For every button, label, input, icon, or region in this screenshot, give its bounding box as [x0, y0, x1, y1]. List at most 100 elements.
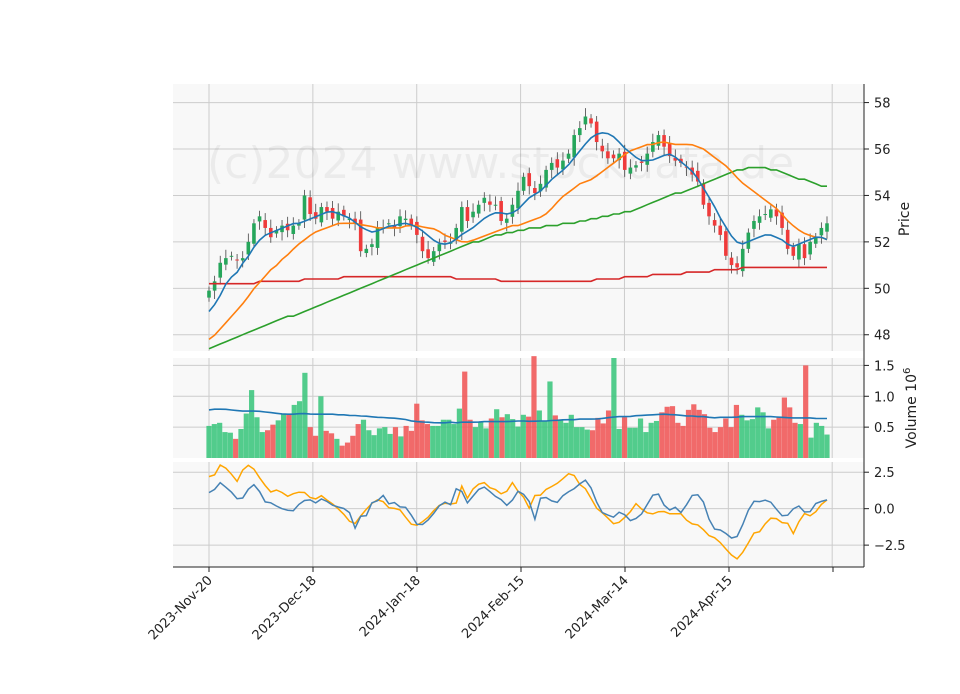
- volume-bar-up: [520, 414, 526, 458]
- candle-up: [656, 135, 661, 146]
- volume-bar-down: [728, 427, 734, 458]
- candle-up: [797, 244, 801, 260]
- volume-bar-down: [600, 423, 606, 458]
- candle-down: [594, 121, 599, 143]
- volume-bar-up: [478, 422, 484, 458]
- candle-up: [757, 216, 762, 223]
- candle-up: [746, 232, 751, 249]
- volume-bar-up: [211, 424, 217, 458]
- sma-fast-line: [208, 131, 828, 313]
- candle-up: [769, 209, 773, 218]
- volume-bar-up: [568, 414, 574, 458]
- volume-bar-up: [637, 418, 644, 458]
- volume-tick-label: 1.0: [874, 390, 895, 405]
- candle-up: [336, 211, 341, 221]
- candle-down: [611, 154, 616, 159]
- candle-down: [600, 145, 605, 152]
- volume-bar-down: [664, 406, 670, 458]
- volume-bar-down: [270, 424, 276, 458]
- volume-bar-down: [595, 417, 601, 458]
- volume-bar-down: [707, 427, 713, 458]
- volume-bar-up: [472, 427, 478, 458]
- candle-up: [740, 248, 745, 272]
- volume-bar-up: [611, 358, 617, 458]
- volume-bar-up: [430, 425, 436, 458]
- candle-up: [819, 227, 824, 236]
- volume-bar-down: [403, 425, 409, 458]
- candle-up: [471, 211, 475, 218]
- candle-down: [358, 219, 363, 252]
- volume-bar-up: [749, 419, 756, 458]
- candle-down: [774, 209, 779, 217]
- volume-bar-up: [547, 381, 553, 458]
- volume-bar-up: [510, 419, 516, 458]
- volume-bar-up: [222, 432, 228, 458]
- volume-bar-up: [515, 426, 521, 458]
- volume-bar-down: [462, 371, 468, 458]
- volume-bar-up: [366, 430, 372, 458]
- candle-down: [606, 151, 610, 159]
- volume-bar-up: [259, 432, 265, 458]
- x-tick-label: 2023-Nov-20: [146, 573, 216, 643]
- candle-up: [521, 176, 526, 191]
- volume-bar-up: [579, 427, 585, 458]
- candle-up: [386, 223, 391, 225]
- volume-bar-down: [717, 427, 724, 458]
- candle-down: [342, 209, 346, 217]
- volume-bar-up: [632, 427, 638, 458]
- x-tick-label: 2024-Jan-18: [357, 573, 424, 640]
- volume-bar-up: [275, 420, 281, 458]
- volume-bar-up: [456, 408, 462, 458]
- candle-up: [763, 214, 767, 216]
- x-tick-label: 2023-Dec-18: [250, 573, 320, 643]
- candle-down: [415, 221, 419, 235]
- candle-down: [712, 220, 717, 226]
- candle-up: [504, 218, 509, 223]
- candle-down: [785, 229, 790, 249]
- volume-ma-line: [208, 408, 827, 424]
- volume-axis-exponent: 6: [902, 368, 913, 374]
- volume-bar-up: [217, 422, 223, 458]
- volume-bar-down: [776, 416, 782, 458]
- price-tick-label: 54: [874, 189, 891, 204]
- volume-bar-up: [376, 428, 383, 458]
- volume-bar-down: [605, 410, 612, 458]
- candle-up: [375, 227, 380, 248]
- oscillator-panel: [173, 462, 864, 567]
- candle-up: [634, 165, 638, 168]
- candle-up: [218, 262, 223, 278]
- candle-down: [488, 201, 492, 205]
- candle-up: [229, 255, 234, 257]
- candle-down: [695, 170, 700, 182]
- sma-mid-line: [208, 141, 828, 341]
- candle-down: [639, 161, 644, 163]
- volume-bar-up: [824, 434, 830, 458]
- volume-bar-down: [344, 442, 351, 458]
- candle-down: [527, 173, 532, 187]
- volume-bar-down: [419, 420, 425, 458]
- volume-bar-down: [350, 435, 356, 458]
- volume-bar-down: [723, 418, 729, 458]
- volume-bar-up: [371, 435, 377, 458]
- volume-bar-up: [760, 412, 766, 458]
- candle-up: [370, 244, 374, 247]
- volume-bar-down: [552, 415, 558, 458]
- candle-down: [718, 225, 723, 235]
- volume-bar-up: [574, 427, 580, 458]
- volume-bar-up: [765, 428, 771, 458]
- candle-up: [347, 218, 352, 221]
- candle-up: [549, 162, 554, 170]
- sma-slow-line: [208, 166, 827, 350]
- volume-bar-down: [312, 435, 319, 458]
- candle-up: [291, 225, 296, 234]
- volume-bar-up: [280, 413, 287, 458]
- candle-down: [465, 207, 470, 221]
- candle-up: [212, 281, 217, 291]
- candle-up: [825, 223, 829, 232]
- volume-bar-up: [643, 432, 649, 458]
- volume-bar-down: [803, 365, 809, 458]
- candle-down: [780, 212, 784, 228]
- candle-up: [578, 128, 582, 136]
- watermark-text: (c)2024 www.stockdata.de: [207, 138, 794, 189]
- volume-bar-up: [302, 372, 308, 458]
